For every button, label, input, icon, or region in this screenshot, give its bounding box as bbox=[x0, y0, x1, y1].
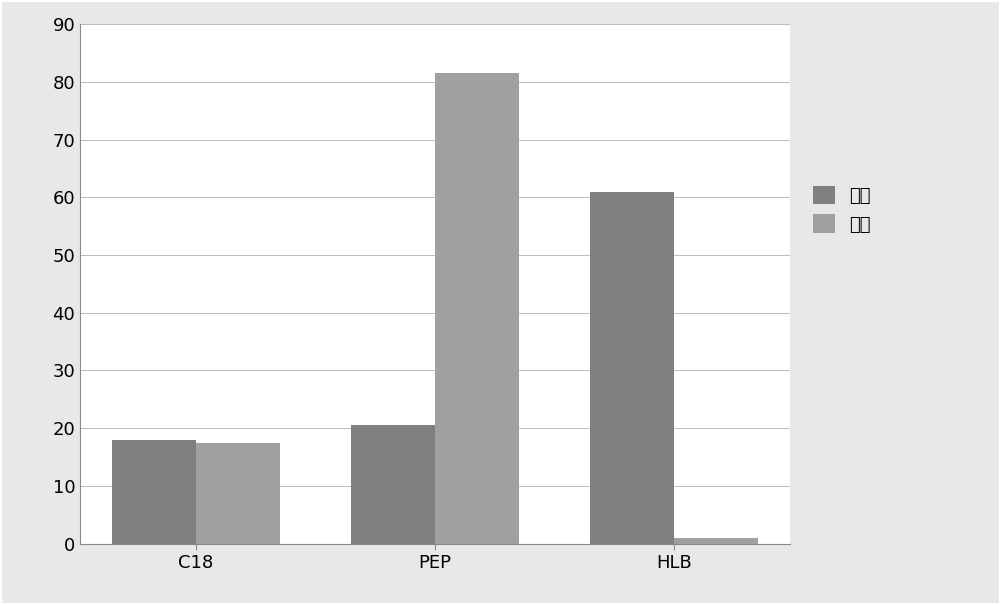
Bar bbox=[351, 425, 435, 544]
Legend: 毒物, 药物: 毒物, 药物 bbox=[806, 179, 878, 241]
Bar bbox=[435, 73, 519, 544]
Bar bbox=[196, 443, 280, 544]
Bar bbox=[590, 191, 674, 544]
Bar bbox=[112, 440, 196, 544]
Bar bbox=[674, 538, 758, 544]
